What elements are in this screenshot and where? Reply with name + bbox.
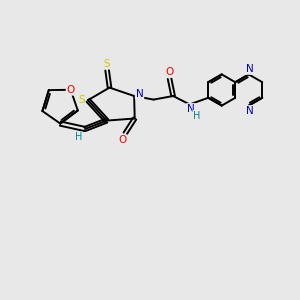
Text: H: H (75, 132, 82, 142)
Text: N: N (136, 88, 143, 99)
Text: O: O (67, 85, 75, 95)
Text: O: O (165, 67, 174, 77)
Text: S: S (78, 95, 85, 105)
Text: S: S (104, 58, 110, 69)
Text: N: N (187, 104, 195, 114)
Text: O: O (118, 135, 127, 145)
Text: N: N (246, 106, 254, 116)
Text: H: H (193, 111, 200, 121)
Text: N: N (246, 64, 254, 74)
